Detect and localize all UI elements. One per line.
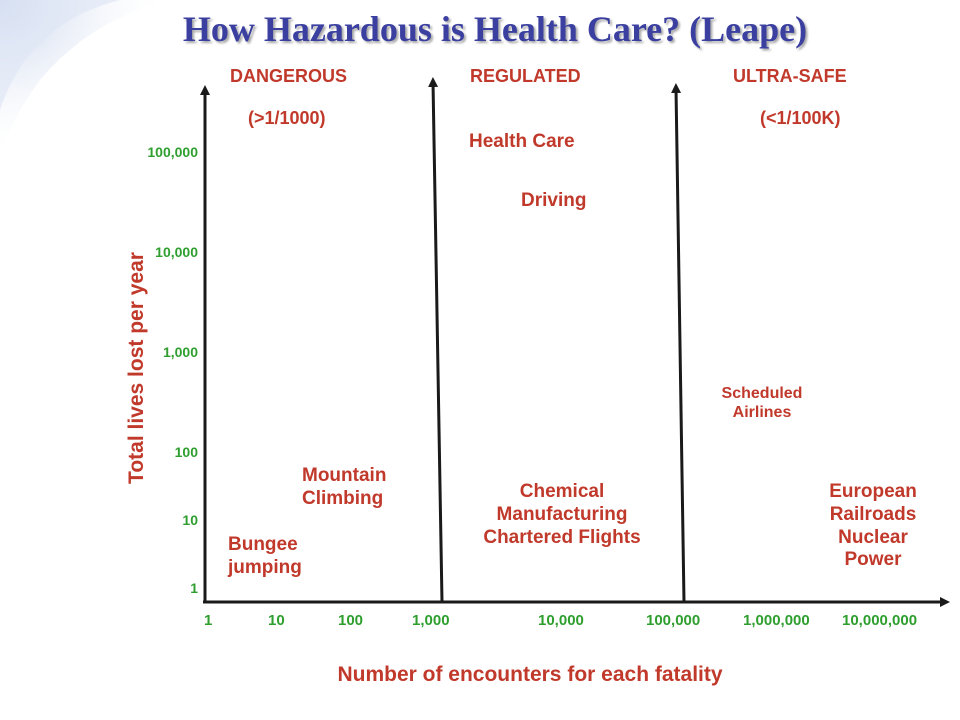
- x-tick: 1,000: [412, 612, 450, 629]
- european-line2: Railroads: [829, 503, 917, 525]
- activity-chemical-chartered: Chemical Manufacturing Chartered Flights: [452, 481, 672, 549]
- x-tick: 10,000,000: [842, 612, 918, 629]
- bungee-line2: jumping: [228, 556, 302, 578]
- x-tick: 1,000,000: [743, 612, 810, 629]
- zone-ultra-safe: ULTRA-SAFE: [733, 66, 847, 86]
- x-axis-label: Number of encounters for each fatality: [337, 663, 723, 686]
- zone-dangerous: DANGEROUS: [230, 66, 348, 86]
- x-tick: 10: [268, 612, 285, 629]
- nuclear-line2: Power: [844, 549, 902, 571]
- divider-regulated-ultrasafe: [671, 83, 686, 603]
- activity-bungee-jumping: Bungee jumping: [228, 534, 302, 580]
- x-tick: 1: [204, 612, 213, 629]
- y-tick: 100,000: [147, 144, 198, 160]
- activity-health-care: Health Care: [469, 131, 575, 152]
- activity-mountain-climbing: Mountain Climbing: [302, 465, 386, 511]
- y-axis-label: Total lives lost per year: [125, 252, 148, 484]
- bungee-line1: Bungee: [228, 534, 298, 555]
- activity-driving: Driving: [521, 190, 587, 211]
- scheduled-airlines-line1: Scheduled: [721, 385, 803, 402]
- zone-ultra-safe-threshold: (<1/100K): [760, 108, 841, 128]
- zone-regulated: REGULATED: [470, 66, 581, 86]
- slide-title: How Hazardous is Health Care? (Leape): [182, 9, 808, 49]
- chemical-line2: Manufacturing: [496, 503, 628, 525]
- european-line1: European: [829, 481, 917, 502]
- x-tick: 10,000: [538, 612, 584, 629]
- activity-european-nuclear: European Railroads Nuclear Power: [800, 481, 946, 572]
- y-tick: 100: [174, 444, 198, 460]
- zone-dangerous-threshold: (>1/1000): [248, 108, 326, 128]
- chemical-line1: Chemical: [519, 481, 605, 502]
- divider-dangerous-regulated: [428, 77, 444, 603]
- x-tick: 100: [338, 612, 364, 629]
- chartered-flights: Chartered Flights: [483, 526, 641, 548]
- y-tick: 10,000: [155, 244, 198, 260]
- y-tick: 1: [190, 580, 198, 596]
- y-tick: 1,000: [162, 344, 198, 360]
- mountain-climbing-line1: Mountain: [302, 465, 387, 486]
- nuclear-line1: Nuclear: [838, 526, 908, 548]
- mountain-climbing-line2: Climbing: [302, 487, 384, 509]
- y-tick: 10: [182, 512, 198, 528]
- activity-scheduled-airlines: Scheduled Airlines: [700, 384, 824, 422]
- scheduled-airlines-line2: Airlines: [732, 404, 792, 422]
- x-tick: 100,000: [646, 612, 701, 629]
